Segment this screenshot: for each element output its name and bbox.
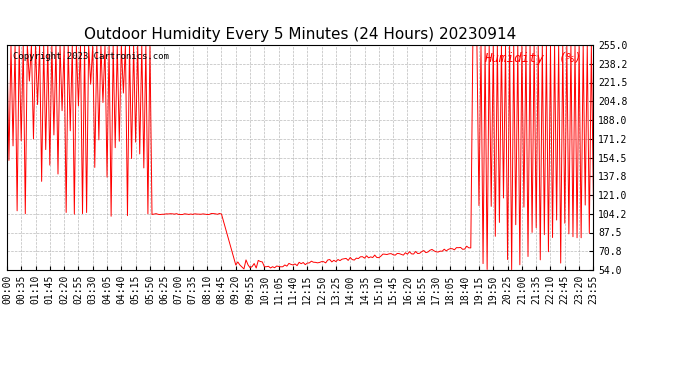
Text: Humidity  (%): Humidity (%) [484, 52, 582, 65]
Title: Outdoor Humidity Every 5 Minutes (24 Hours) 20230914: Outdoor Humidity Every 5 Minutes (24 Hou… [84, 27, 516, 42]
Text: Copyright 2023 Cartronics.com: Copyright 2023 Cartronics.com [13, 52, 168, 61]
